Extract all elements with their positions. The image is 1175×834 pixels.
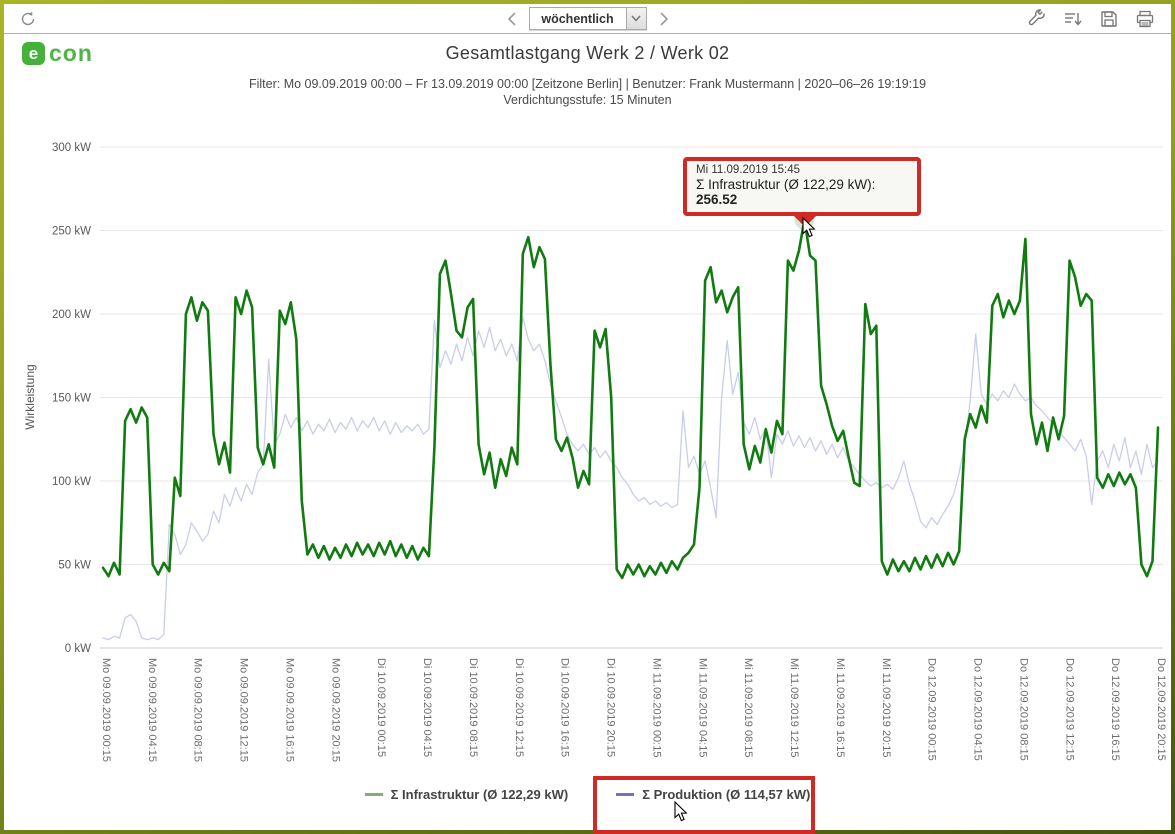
refresh-icon[interactable] [18, 9, 38, 29]
print-icon[interactable] [1135, 9, 1155, 29]
svg-text:Mi 11.09.2019 00:15: Mi 11.09.2019 00:15 [650, 658, 662, 757]
econ-logo-text: con [49, 40, 93, 66]
page-background [4, 4, 1171, 830]
legend-item-produktion[interactable]: Σ Produktion (Ø 114,57 kW) [616, 787, 810, 802]
period-select-value: wöchentlich [541, 11, 614, 26]
tooltip-timestamp: Mi 11.09.2019 15:45 [696, 164, 801, 176]
svg-text:Di 10.09.2019 16:15: Di 10.09.2019 16:15 [559, 658, 571, 757]
tooltip-value: 256.52 [696, 192, 738, 207]
period-select[interactable]: wöchentlich [528, 7, 647, 30]
svg-text:Di 10.09.2019 04:15: Di 10.09.2019 04:15 [421, 658, 433, 757]
produktion-swatch [616, 793, 635, 796]
svg-text:Do 12.09.2019 00:15: Do 12.09.2019 00:15 [926, 658, 938, 761]
svg-text:Mo 09.09.2019 00:15: Mo 09.09.2019 00:15 [100, 658, 112, 762]
svg-text:200 kW: 200 kW [52, 309, 91, 321]
svg-text:Di 10.09.2019 20:15: Di 10.09.2019 20:15 [605, 658, 617, 757]
svg-text:Di 10.09.2019 08:15: Di 10.09.2019 08:15 [467, 658, 479, 757]
produktion-label: Σ Produktion (Ø 114,57 kW) [642, 787, 811, 802]
svg-text:Do 12.09.2019 20:15: Do 12.09.2019 20:15 [1155, 658, 1167, 761]
svg-text:Mo 09.09.2019 20:15: Mo 09.09.2019 20:15 [329, 658, 341, 762]
export-sort-icon[interactable] [1063, 9, 1083, 29]
svg-text:Mi 11.09.2019 12:15: Mi 11.09.2019 12:15 [788, 658, 800, 757]
infrastruktur-swatch [364, 793, 383, 796]
svg-text:50 kW: 50 kW [58, 560, 91, 572]
save-icon[interactable] [1099, 9, 1119, 29]
infrastruktur-label: Σ Infrastruktur (Ø 122,29 kW) [390, 787, 569, 802]
svg-text:Mo 09.09.2019 12:15: Mo 09.09.2019 12:15 [238, 658, 250, 762]
toolbar: wöchentlich [4, 4, 1171, 34]
page-title: Gesamtlastgang Werk 2 / Werk 02 [445, 43, 730, 63]
svg-text:Di 10.09.2019 00:15: Di 10.09.2019 00:15 [375, 658, 387, 757]
svg-text:Do 12.09.2019 04:15: Do 12.09.2019 04:15 [972, 658, 984, 761]
svg-text:250 kW: 250 kW [52, 226, 91, 238]
next-period-button[interactable] [657, 10, 671, 28]
svg-text:Mi 11.09.2019 16:15: Mi 11.09.2019 16:15 [834, 658, 846, 757]
tools-wrench-icon[interactable] [1027, 9, 1047, 29]
svg-text:300 kW: 300 kW [52, 142, 91, 154]
filter-info: Filter: Mo 09.09.2019 00:00 – Fr 13.09.2… [248, 77, 927, 91]
chart-tooltip: Mi 11.09.2019 15:45 Σ Infrastruktur (Ø 1… [683, 157, 921, 227]
svg-text:0 kW: 0 kW [65, 643, 91, 655]
svg-text:150 kW: 150 kW [52, 393, 91, 405]
svg-text:100 kW: 100 kW [52, 476, 91, 488]
svg-text:Mi 11.09.2019 04:15: Mi 11.09.2019 04:15 [696, 658, 708, 757]
legend-item-infrastruktur[interactable]: Σ Infrastruktur (Ø 122,29 kW) [364, 787, 569, 802]
svg-text:Mo 09.09.2019 16:15: Mo 09.09.2019 16:15 [283, 658, 295, 762]
svg-text:Do 12.09.2019 16:15: Do 12.09.2019 16:15 [1109, 658, 1121, 761]
chart-legend: Σ Infrastruktur (Ø 122,29 kW) Σ Produkti… [0, 787, 1175, 802]
econ-logo: e con [22, 42, 93, 65]
compression-info: Verdichtungsstufe: 15 Minuten [503, 93, 672, 107]
svg-text:Mo 09.09.2019 04:15: Mo 09.09.2019 04:15 [146, 658, 158, 762]
svg-text:Do 12.09.2019 08:15: Do 12.09.2019 08:15 [1017, 658, 1029, 761]
econ-logo-badge: e [22, 42, 45, 65]
svg-text:Di 10.09.2019 12:15: Di 10.09.2019 12:15 [513, 658, 525, 757]
svg-text:Do 12.09.2019 12:15: Do 12.09.2019 12:15 [1063, 658, 1075, 761]
svg-text:Mo 09.09.2019 08:15: Mo 09.09.2019 08:15 [192, 658, 204, 762]
tooltip-pointer [793, 215, 817, 227]
svg-text:Mi 11.09.2019 20:15: Mi 11.09.2019 20:15 [880, 658, 892, 757]
previous-period-button[interactable] [505, 10, 519, 28]
chevron-down-icon[interactable] [625, 8, 646, 29]
svg-text:Wirkleistung: Wirkleistung [23, 364, 37, 429]
tooltip-value-line: Σ Infrastruktur (Ø 122,29 kW): 256.52 [696, 177, 876, 207]
svg-text:Mi 11.09.2019 08:15: Mi 11.09.2019 08:15 [742, 658, 754, 757]
